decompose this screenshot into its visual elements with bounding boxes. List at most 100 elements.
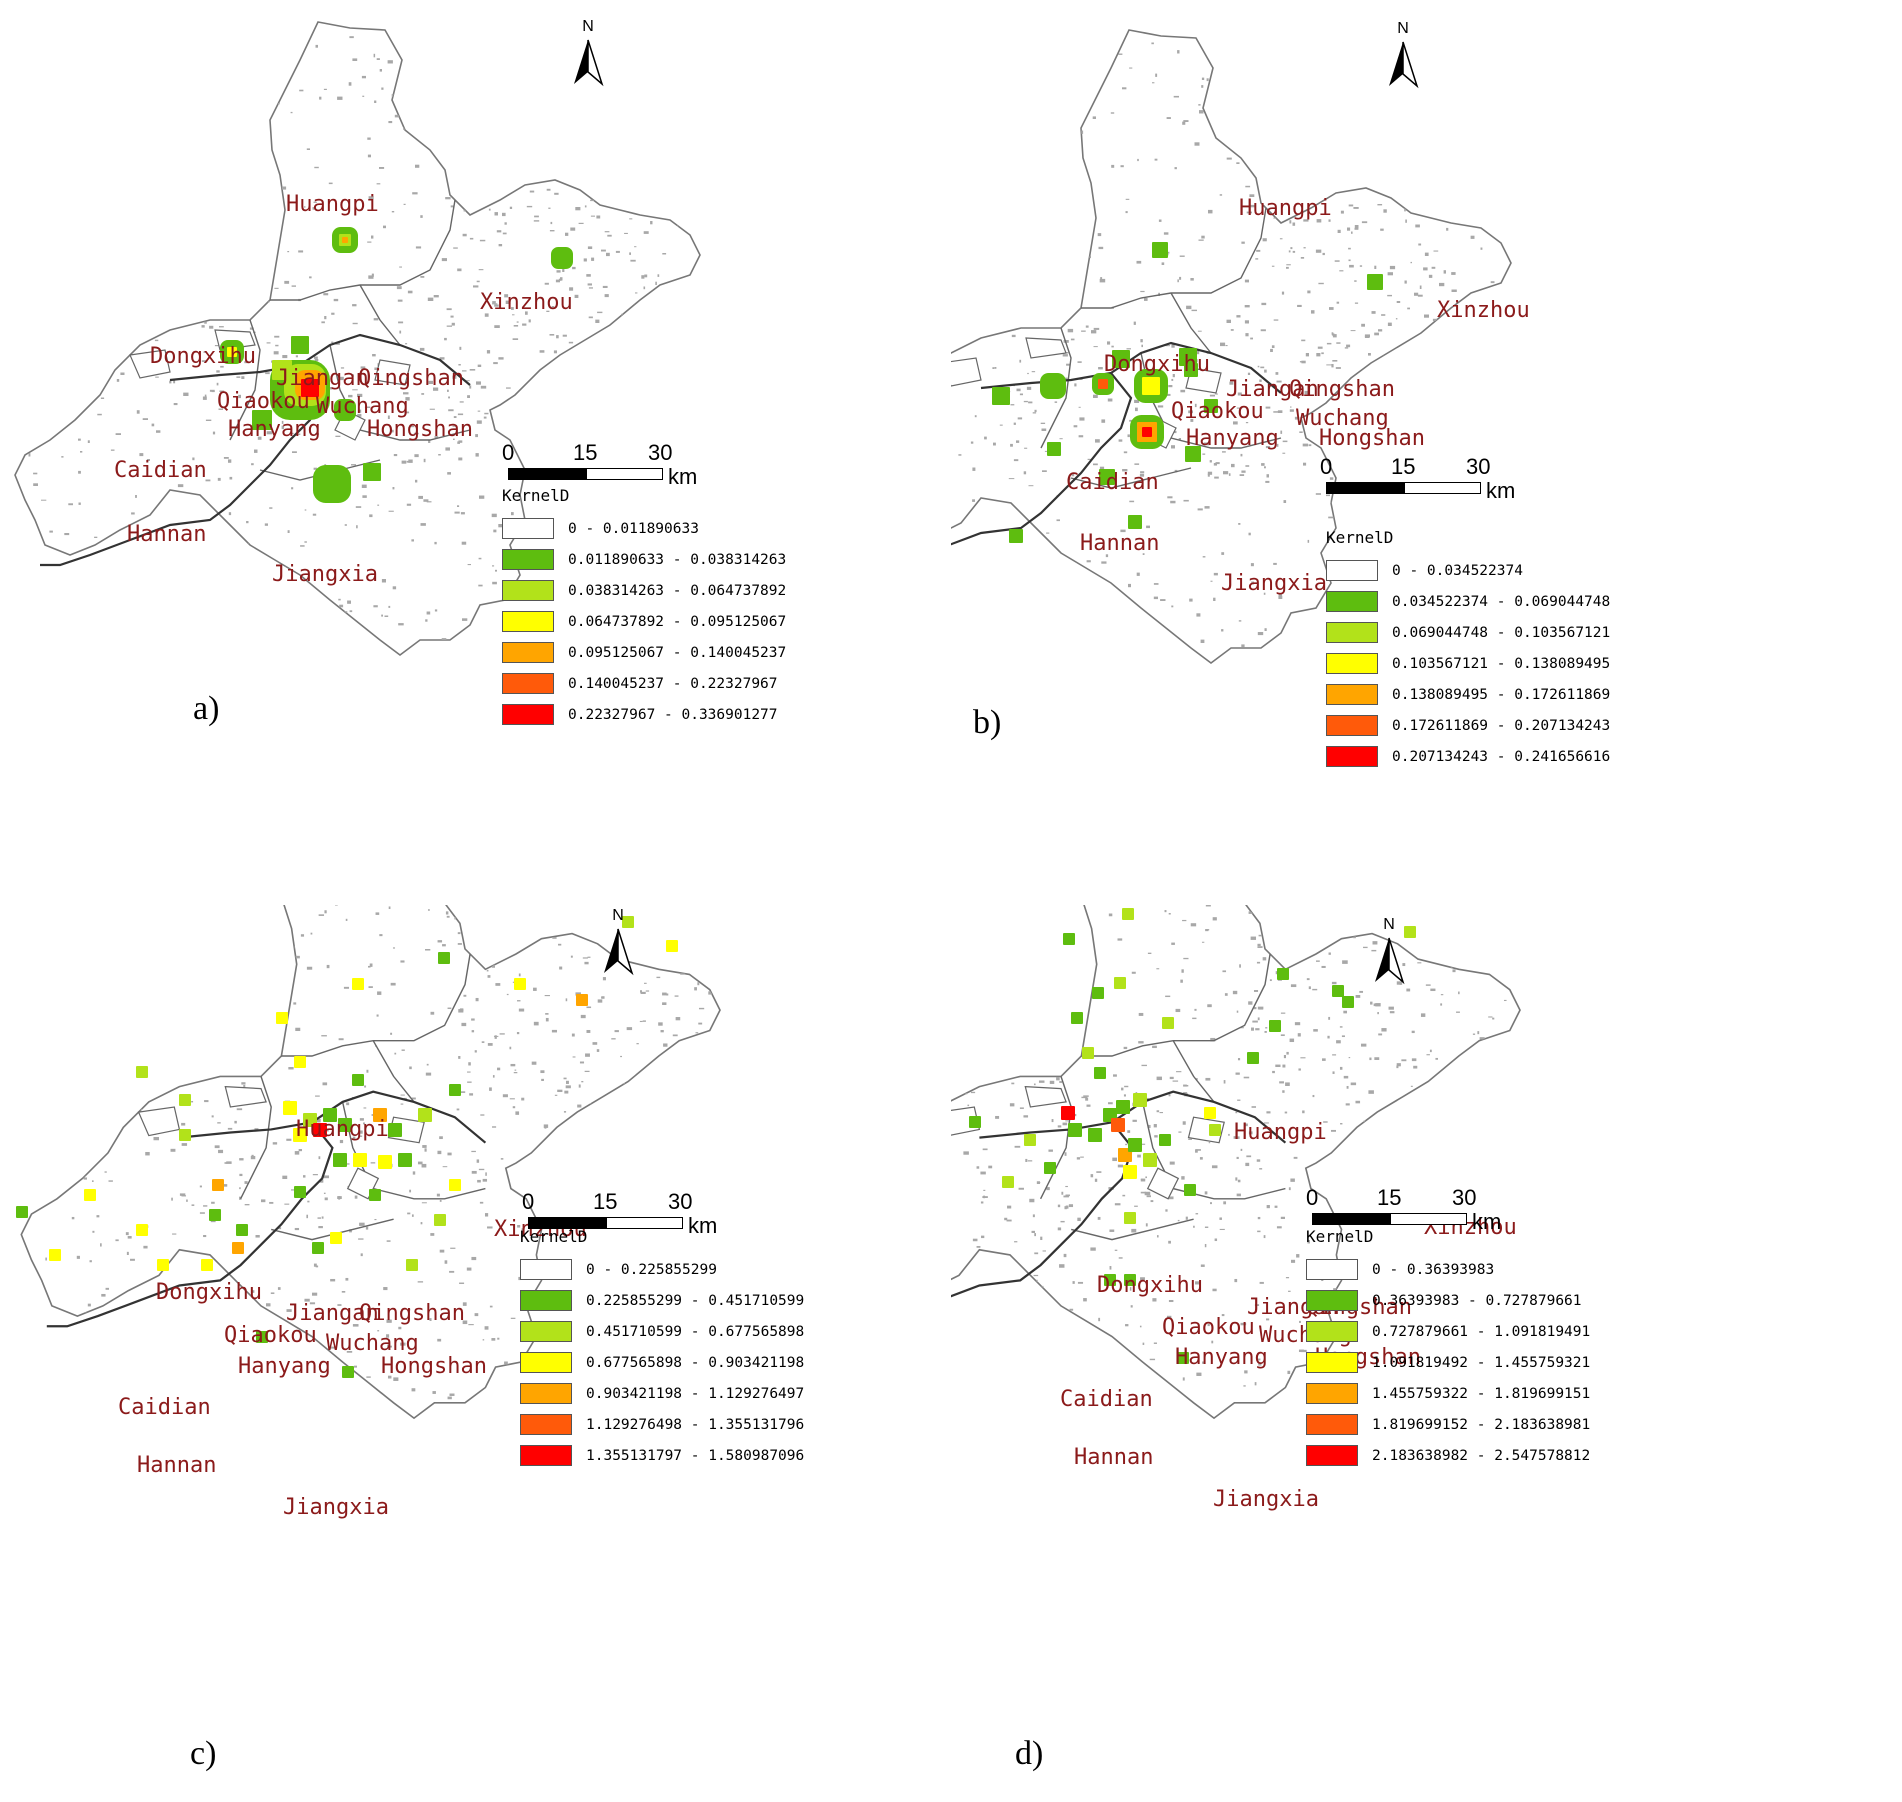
legend-range: 0.095125067 - 0.140045237 <box>568 645 786 661</box>
density-cell <box>1024 1134 1036 1146</box>
density-cell <box>1367 274 1383 290</box>
density-cell <box>1162 1017 1174 1029</box>
district-label-huangpi: Huangpi <box>286 192 379 217</box>
density-cell <box>418 1108 432 1122</box>
density-cell <box>1114 977 1126 989</box>
legend-entry: 0 - 0.36393983 <box>1306 1254 1590 1285</box>
legend-swatch <box>1306 1352 1358 1373</box>
legend-range: 0 - 0.36393983 <box>1372 1262 1494 1278</box>
density-cell <box>363 463 381 481</box>
legend-range: 0.172611869 - 0.207134243 <box>1392 718 1610 734</box>
density-cell <box>1332 985 1344 997</box>
scale-unit: km <box>1486 478 1515 504</box>
density-cell <box>342 1366 354 1378</box>
density-cell <box>353 1153 367 1167</box>
legend-range: 1.819699152 - 2.183638981 <box>1372 1417 1590 1433</box>
scale-tick: 0 <box>1320 454 1332 480</box>
density-cell <box>1142 427 1152 437</box>
density-cell <box>1082 1047 1094 1059</box>
density-cell <box>179 1094 191 1106</box>
legend-range: 0.207134243 - 0.241656616 <box>1392 749 1610 765</box>
legend-swatch <box>520 1383 572 1404</box>
legend: KernelD 0 - 0.225855299 0.225855299 - 0.… <box>520 1227 804 1471</box>
legend-range: 0.22327967 - 0.336901277 <box>568 707 778 723</box>
legend-entry: 0.034522374 - 0.069044748 <box>1326 586 1610 617</box>
density-cell <box>1044 1162 1056 1174</box>
legend-range: 0.038314263 - 0.064737892 <box>568 583 786 599</box>
district-label-jiangan: Jiangan <box>276 366 369 391</box>
legend-range: 1.355131797 - 1.580987096 <box>586 1448 804 1464</box>
district-label-qingshan: Qingshan <box>358 366 464 391</box>
district-label-hannan: Hannan <box>127 522 206 547</box>
district-label-caidian: Caidian <box>1060 1387 1153 1412</box>
north-arrow-icon: N <box>598 911 638 981</box>
district-label-xinzhou: Xinzhou <box>1437 298 1530 323</box>
legend-range: 0 - 0.225855299 <box>586 1262 717 1278</box>
legend: KernelD 0 - 0.011890633 0.011890633 - 0.… <box>502 486 786 730</box>
district-label-qingshan: Qingshan <box>359 1301 465 1326</box>
legend-swatch <box>1306 1414 1358 1435</box>
north-arrow-icon: N <box>1369 920 1409 990</box>
density-cell <box>1111 1118 1125 1132</box>
legend-swatch <box>1326 622 1378 643</box>
legend-swatch <box>1326 746 1378 767</box>
legend-entry: 0.22327967 - 0.336901277 <box>502 699 786 730</box>
legend-entry: 0 - 0.225855299 <box>520 1254 804 1285</box>
district-label-dongxihu: Dongxihu <box>1104 352 1210 377</box>
density-cell <box>232 1242 244 1254</box>
legend-swatch <box>1306 1321 1358 1342</box>
density-cell <box>84 1189 96 1201</box>
scale-tick: 15 <box>1391 454 1415 480</box>
district-label-qiaokou: Qiaokou <box>1162 1315 1255 1340</box>
density-cell <box>1277 968 1289 980</box>
density-cell <box>992 387 1010 405</box>
density-cell <box>312 1242 324 1254</box>
legend-entry: 1.355131797 - 1.580987096 <box>520 1440 804 1471</box>
legend-range: 1.129276498 - 1.355131796 <box>586 1417 804 1433</box>
density-cell <box>388 1123 402 1137</box>
legend-range: 0.140045237 - 0.22327967 <box>568 676 778 692</box>
legend-swatch <box>502 704 554 725</box>
north-arrow-icon: N <box>568 22 608 92</box>
district-label-xinzhou: Xinzhou <box>480 290 573 315</box>
density-cell <box>449 1179 461 1191</box>
density-cell <box>179 1129 191 1141</box>
district-label-hanyang: Hanyang <box>1175 1345 1268 1370</box>
legend-swatch <box>502 642 554 663</box>
density-cell <box>313 465 351 503</box>
density-cell <box>1128 1138 1142 1152</box>
legend-range: 0 - 0.011890633 <box>568 521 699 537</box>
district-label-qiaokou: Qiaokou <box>217 389 310 414</box>
legend-entry: 0.011890633 - 0.038314263 <box>502 544 786 575</box>
legend-range: 1.091819492 - 1.455759321 <box>1372 1355 1590 1371</box>
legend-entry: 1.819699152 - 2.183638981 <box>1306 1409 1590 1440</box>
legend-entry: 0.140045237 - 0.22327967 <box>502 668 786 699</box>
density-cell <box>1128 515 1142 529</box>
density-cell <box>136 1066 148 1078</box>
district-label-dongxihu: Dongxihu <box>1097 1273 1203 1298</box>
scale-tick: 0 <box>502 440 514 466</box>
scale-tick: 0 <box>1306 1185 1318 1211</box>
legend-swatch <box>502 549 554 570</box>
density-cell <box>1047 442 1061 456</box>
density-cell <box>1094 1067 1106 1079</box>
district-label-jiangxia: Jiangxia <box>283 1495 389 1520</box>
north-arrow-icon: N <box>1383 24 1423 94</box>
legend-swatch <box>1306 1259 1358 1280</box>
density-cell <box>1009 529 1023 543</box>
legend-title: KernelD <box>502 486 786 505</box>
district-label-qiaokou: Qiaokou <box>224 1323 317 1348</box>
legend-range: 0.064737892 - 0.095125067 <box>568 614 786 630</box>
legend-swatch <box>520 1321 572 1342</box>
district-label-dongxihu: Dongxihu <box>150 344 256 369</box>
legend-swatch <box>1306 1445 1358 1466</box>
density-cell <box>406 1259 418 1271</box>
density-cell <box>333 1153 347 1167</box>
legend-entry: 0.207134243 - 0.241656616 <box>1326 741 1610 772</box>
legend-entry: 0.225855299 - 0.451710599 <box>520 1285 804 1316</box>
legend-swatch <box>1326 715 1378 736</box>
legend-range: 0.677565898 - 0.903421198 <box>586 1355 804 1371</box>
